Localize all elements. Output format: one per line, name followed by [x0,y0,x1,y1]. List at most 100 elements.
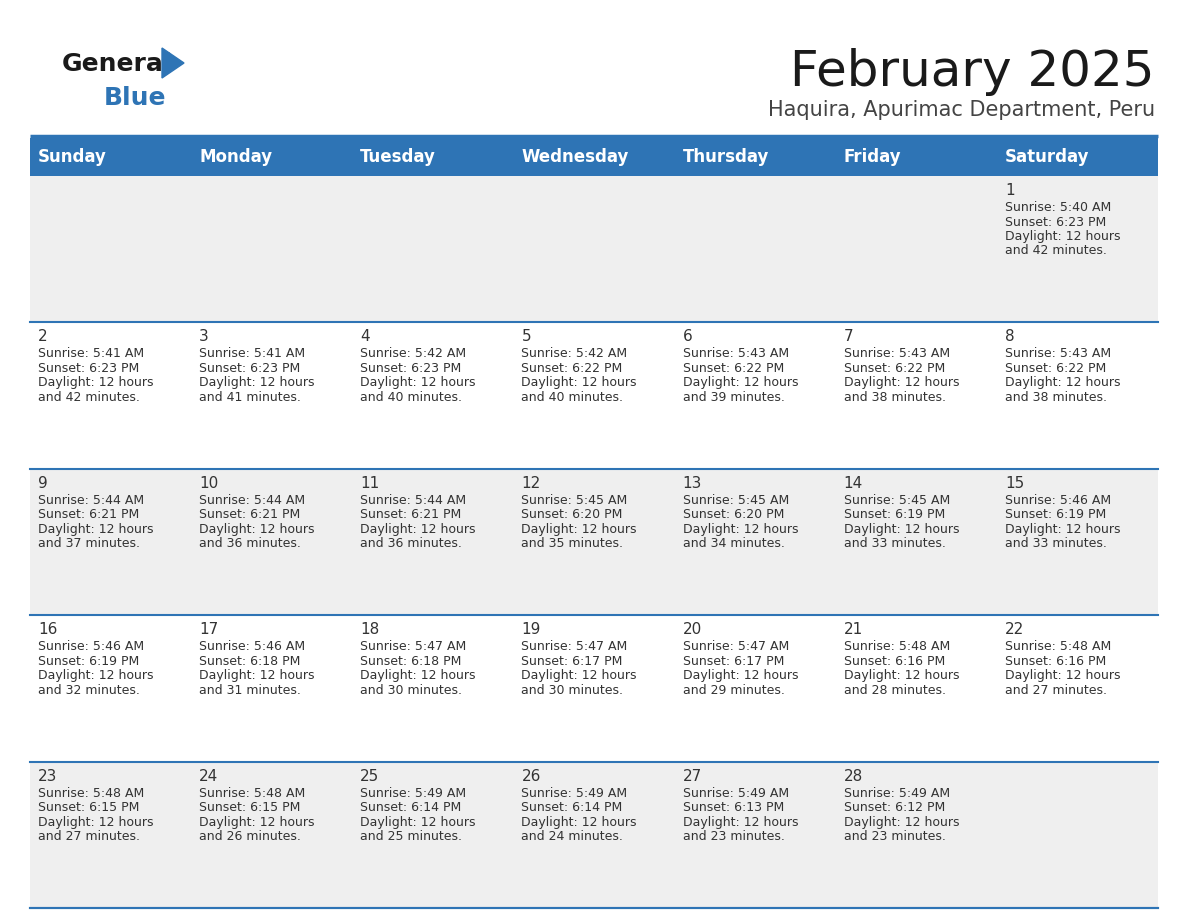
Text: Sunset: 6:22 PM: Sunset: 6:22 PM [843,362,944,375]
Bar [675,762,835,908]
Bar [353,615,513,762]
Text: Haquira, Apurimac Department, Peru: Haquira, Apurimac Department, Peru [767,100,1155,120]
Text: and 38 minutes.: and 38 minutes. [843,391,946,404]
Text: Daylight: 12 hours: Daylight: 12 hours [38,815,153,829]
Text: Sunrise: 5:49 AM: Sunrise: 5:49 AM [360,787,467,800]
Text: Sunrise: 5:46 AM: Sunrise: 5:46 AM [38,640,144,654]
Text: 28: 28 [843,768,862,784]
Text: 24: 24 [200,768,219,784]
Text: Sunrise: 5:47 AM: Sunrise: 5:47 AM [360,640,467,654]
Text: Sunrise: 5:44 AM: Sunrise: 5:44 AM [38,494,144,507]
Text: and 29 minutes.: and 29 minutes. [683,684,784,697]
Text: and 35 minutes.: and 35 minutes. [522,537,624,550]
Bar [191,762,353,908]
Text: Sunset: 6:22 PM: Sunset: 6:22 PM [522,362,623,375]
Text: Sunset: 6:20 PM: Sunset: 6:20 PM [522,509,623,521]
Text: Saturday: Saturday [1005,148,1089,166]
Text: 23: 23 [38,768,57,784]
Text: Daylight: 12 hours: Daylight: 12 hours [38,669,153,682]
Text: 25: 25 [360,768,379,784]
Text: Daylight: 12 hours: Daylight: 12 hours [522,522,637,536]
Text: Daylight: 12 hours: Daylight: 12 hours [522,669,637,682]
Text: Sunset: 6:13 PM: Sunset: 6:13 PM [683,801,784,814]
Text: Sunrise: 5:48 AM: Sunrise: 5:48 AM [200,787,305,800]
Text: Sunset: 6:17 PM: Sunset: 6:17 PM [683,655,784,667]
Text: Blue: Blue [105,86,166,110]
Text: Sunset: 6:23 PM: Sunset: 6:23 PM [1005,216,1106,229]
Bar [191,615,353,762]
Text: 9: 9 [38,476,48,491]
Text: Daylight: 12 hours: Daylight: 12 hours [1005,230,1120,243]
Text: and 25 minutes.: and 25 minutes. [360,830,462,843]
Text: 18: 18 [360,622,379,637]
Text: 26: 26 [522,768,541,784]
Bar [997,322,1158,469]
Text: and 40 minutes.: and 40 minutes. [360,391,462,404]
Bar [997,176,1158,322]
Text: Daylight: 12 hours: Daylight: 12 hours [1005,669,1120,682]
Text: Daylight: 12 hours: Daylight: 12 hours [843,376,959,389]
Text: 16: 16 [38,622,57,637]
Bar [513,615,675,762]
Text: Sunrise: 5:46 AM: Sunrise: 5:46 AM [200,640,305,654]
Text: Sunrise: 5:46 AM: Sunrise: 5:46 AM [1005,494,1111,507]
Text: February 2025: February 2025 [790,48,1155,96]
Text: and 36 minutes.: and 36 minutes. [200,537,301,550]
Bar [191,469,353,615]
Bar [191,176,353,322]
Text: 14: 14 [843,476,862,491]
Text: Daylight: 12 hours: Daylight: 12 hours [522,376,637,389]
Text: 27: 27 [683,768,702,784]
Text: Daylight: 12 hours: Daylight: 12 hours [38,376,153,389]
Text: and 38 minutes.: and 38 minutes. [1005,391,1107,404]
Text: Sunrise: 5:49 AM: Sunrise: 5:49 AM [683,787,789,800]
Text: and 34 minutes.: and 34 minutes. [683,537,784,550]
Bar [30,322,191,469]
Text: Sunrise: 5:49 AM: Sunrise: 5:49 AM [522,787,627,800]
Bar [675,469,835,615]
Bar [30,469,191,615]
Text: and 23 minutes.: and 23 minutes. [683,830,784,843]
Text: 1: 1 [1005,183,1015,198]
Text: and 23 minutes.: and 23 minutes. [843,830,946,843]
Text: Daylight: 12 hours: Daylight: 12 hours [1005,522,1120,536]
Text: and 26 minutes.: and 26 minutes. [200,830,301,843]
Text: 3: 3 [200,330,209,344]
Text: General: General [62,52,172,76]
Text: Sunset: 6:12 PM: Sunset: 6:12 PM [843,801,944,814]
Text: Daylight: 12 hours: Daylight: 12 hours [683,815,798,829]
Text: Sunset: 6:18 PM: Sunset: 6:18 PM [360,655,462,667]
Text: Monday: Monday [200,148,272,166]
Text: Sunrise: 5:45 AM: Sunrise: 5:45 AM [522,494,627,507]
Text: Sunrise: 5:43 AM: Sunrise: 5:43 AM [843,347,950,361]
Text: 20: 20 [683,622,702,637]
Bar [997,762,1158,908]
Text: Sunrise: 5:44 AM: Sunrise: 5:44 AM [200,494,305,507]
Text: Daylight: 12 hours: Daylight: 12 hours [683,376,798,389]
Text: and 27 minutes.: and 27 minutes. [38,830,140,843]
Text: Tuesday: Tuesday [360,148,436,166]
Bar [835,469,997,615]
Text: Friday: Friday [843,148,902,166]
Text: 2: 2 [38,330,48,344]
Bar [675,615,835,762]
Bar [353,469,513,615]
Text: and 30 minutes.: and 30 minutes. [360,684,462,697]
Text: Sunset: 6:21 PM: Sunset: 6:21 PM [38,509,139,521]
Text: Sunrise: 5:44 AM: Sunrise: 5:44 AM [360,494,467,507]
Text: Sunrise: 5:48 AM: Sunrise: 5:48 AM [1005,640,1111,654]
Text: Sunset: 6:20 PM: Sunset: 6:20 PM [683,509,784,521]
Bar [513,762,675,908]
Text: Daylight: 12 hours: Daylight: 12 hours [360,376,475,389]
Text: Daylight: 12 hours: Daylight: 12 hours [360,522,475,536]
Text: and 27 minutes.: and 27 minutes. [1005,684,1107,697]
Bar [997,469,1158,615]
Text: Sunrise: 5:48 AM: Sunrise: 5:48 AM [843,640,950,654]
Text: Sunrise: 5:47 AM: Sunrise: 5:47 AM [683,640,789,654]
Text: and 33 minutes.: and 33 minutes. [1005,537,1107,550]
Text: and 37 minutes.: and 37 minutes. [38,537,140,550]
Bar [30,138,1158,176]
Text: Sunset: 6:23 PM: Sunset: 6:23 PM [200,362,301,375]
Text: Daylight: 12 hours: Daylight: 12 hours [200,815,315,829]
Bar [30,176,191,322]
